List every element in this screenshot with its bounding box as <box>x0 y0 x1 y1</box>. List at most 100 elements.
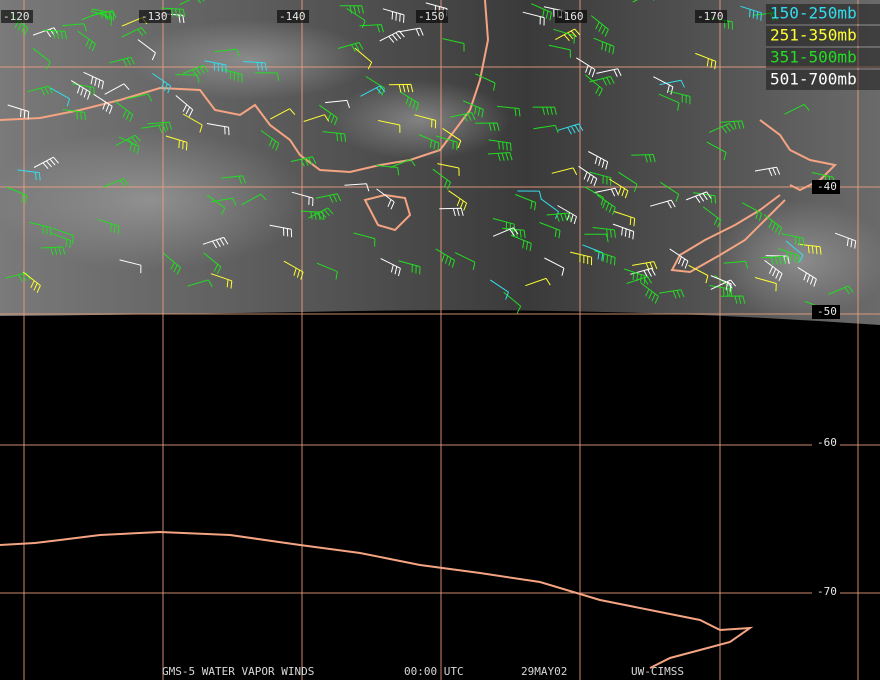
wind-barb <box>303 114 330 122</box>
wind-barb <box>399 91 420 111</box>
wind-barb <box>708 122 735 134</box>
wind-barb <box>525 277 551 287</box>
wind-barb <box>659 79 685 88</box>
wind-barb <box>179 0 205 6</box>
wind-barb <box>388 83 414 93</box>
wind-barb <box>592 227 616 238</box>
wind-barb <box>380 258 401 277</box>
wind-barb <box>631 154 656 163</box>
wind-barb <box>785 240 804 263</box>
legend-entry: 150-250mb <box>770 4 857 23</box>
wind-barb <box>784 103 810 115</box>
wind-barb <box>553 28 575 44</box>
wind-barb <box>539 222 561 239</box>
wind-barb <box>291 191 314 207</box>
wind-barb <box>551 167 578 176</box>
footer-text: GMS-5 WATER VAPOR WINDS <box>162 665 314 678</box>
legend-backing <box>766 48 880 68</box>
wind-barb <box>462 100 484 118</box>
wind-barb <box>414 114 437 129</box>
longitude-label: -160 <box>557 10 584 23</box>
wind-barb <box>141 124 167 133</box>
wind-barb <box>754 277 777 292</box>
wind-barb <box>596 68 622 77</box>
wind-barb <box>137 39 156 61</box>
wind-barb <box>576 57 596 78</box>
wind-barb <box>797 266 817 287</box>
wind-barb <box>706 141 727 161</box>
wind-barb <box>435 248 456 268</box>
wind-barb <box>489 279 509 300</box>
wind-barb <box>517 190 542 199</box>
longitude-label: -170 <box>697 10 724 23</box>
wind-barb <box>582 244 604 261</box>
wind-barb <box>290 156 317 167</box>
wind-barb <box>741 202 762 221</box>
wind-barb <box>359 24 384 33</box>
wind-barb <box>104 83 130 95</box>
legend-backing <box>766 26 880 46</box>
label-backing <box>277 10 309 23</box>
wind-barb <box>653 76 674 95</box>
legend-entry: 351-500mb <box>770 48 857 67</box>
wind-barb <box>650 199 676 209</box>
label-backing <box>812 436 840 450</box>
wind-barb <box>375 164 400 176</box>
wind-barb <box>260 130 280 151</box>
wind-barb <box>589 76 615 86</box>
wind-barb <box>337 42 364 52</box>
wind-barb <box>594 250 616 266</box>
legend-entry: 251-350mb <box>770 26 857 45</box>
label-backing <box>695 10 727 23</box>
wind-barb <box>203 252 222 275</box>
wind-barb <box>439 207 464 217</box>
wind-barb <box>175 74 200 83</box>
wind-barb <box>510 234 532 252</box>
wind-barb <box>454 252 476 271</box>
wind-barb <box>243 61 267 71</box>
wind-barb <box>437 163 460 176</box>
wind-barb <box>32 47 51 70</box>
wind-barb <box>214 48 240 57</box>
wind-barb <box>448 190 468 211</box>
wind-barb <box>798 243 822 255</box>
wind-barb <box>378 120 401 133</box>
wind-barb <box>175 95 194 117</box>
wind-barb <box>270 108 296 120</box>
wind-barb <box>668 90 691 105</box>
wind-barb <box>220 68 243 83</box>
longitude-label: -150 <box>418 10 445 23</box>
latitude-label: -50 <box>817 305 837 318</box>
label-backing <box>555 10 587 23</box>
wind-barb <box>548 44 571 58</box>
wind-barb <box>593 37 615 55</box>
wind-barb <box>710 275 732 292</box>
wind-barb <box>90 10 113 26</box>
wind-barb <box>241 193 267 206</box>
wind-barb <box>161 7 186 18</box>
wind-barb <box>834 232 857 249</box>
wind-barb <box>754 166 781 176</box>
wind-barb <box>269 224 293 238</box>
wind-barb <box>126 93 153 102</box>
wind-barb <box>77 30 96 52</box>
wind-barb <box>62 23 87 32</box>
wind-barb <box>319 104 338 126</box>
wind-barb <box>760 255 786 265</box>
wind-barb <box>695 52 717 70</box>
wind-barb <box>29 221 52 236</box>
wind-barb <box>531 3 552 21</box>
wind-barb <box>202 236 229 249</box>
wind-barb <box>596 194 616 215</box>
wind-barb <box>376 188 395 210</box>
wind-barb <box>206 123 230 136</box>
wind-barb <box>532 106 557 115</box>
wind-barb <box>702 206 722 228</box>
wind-barb <box>83 71 104 90</box>
longitude-label: -120 <box>3 10 30 23</box>
wind-barb <box>584 233 609 243</box>
wind-barb <box>339 5 364 14</box>
wind-barb <box>114 101 134 123</box>
coastline <box>670 194 786 274</box>
legend-backing <box>766 70 880 90</box>
